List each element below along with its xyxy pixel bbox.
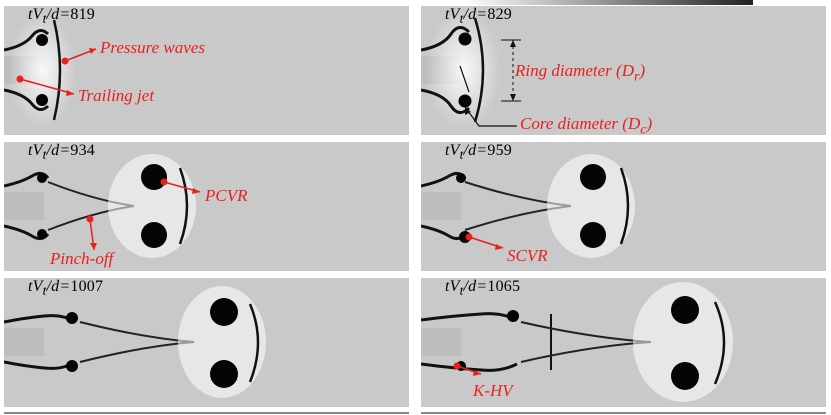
panel-959: tVt/d=959 SCVR <box>421 142 826 271</box>
schlieren-image-959 <box>421 142 826 271</box>
bottom-border-left <box>4 412 409 414</box>
schlieren-image-829 <box>421 6 826 135</box>
schlieren-image-819 <box>4 6 409 135</box>
time-label: tVt/d=1065 <box>445 278 521 299</box>
bottom-border-right <box>421 412 826 414</box>
time-label: tVt/d=1007 <box>28 278 104 299</box>
ring-diameter-label: Ring diameter (Dr) <box>515 61 646 85</box>
pcvr-label: PCVR <box>205 186 248 205</box>
pinch-off-label: Pinch-off <box>50 249 114 268</box>
schlieren-image-934 <box>4 142 409 271</box>
panel-1065: tVt/d=1065 K-HV <box>421 278 826 407</box>
schlieren-image-1065 <box>421 278 826 407</box>
time-label: tVt/d=934 <box>28 142 95 163</box>
panel-1007: tVt/d=1007 <box>4 278 409 407</box>
trailing-jet-label: Trailing jet <box>78 86 155 105</box>
time-label: tVt/d=959 <box>445 142 512 163</box>
time-label: tVt/d=829 <box>445 6 512 27</box>
scvr-label: SCVR <box>507 246 548 265</box>
time-label: tVt/d=819 <box>28 6 95 27</box>
schlieren-image-1007 <box>4 278 409 407</box>
colorbar-strip <box>465 0 753 5</box>
core-diameter-label: Core diameter (Dc) <box>520 114 653 135</box>
panel-819: tVt/d=819 Pressure waves Trailing jet <box>4 6 409 135</box>
panel-934: tVt/d=934 PCVR Pinch-off <box>4 142 409 271</box>
panel-829: tVt/d=829 Ring diameter (Dr) Core diamet… <box>421 6 826 135</box>
khv-label: K-HV <box>473 381 513 400</box>
pressure-waves-label: Pressure waves <box>100 38 205 57</box>
